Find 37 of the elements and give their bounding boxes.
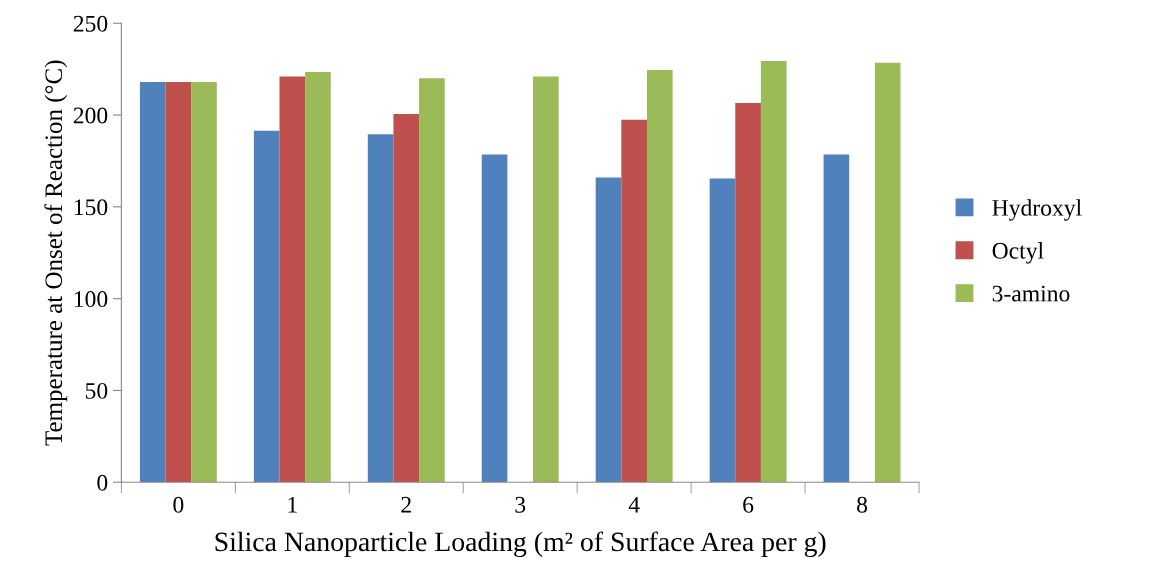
bar <box>646 70 673 483</box>
y-tick-label: 50 <box>85 382 108 399</box>
x-tick-label: 6 <box>743 496 754 513</box>
y-axis-title: Temperature at Onset of Reaction (°C) <box>44 60 68 446</box>
bar <box>165 81 192 483</box>
bar <box>253 130 280 483</box>
bar <box>481 154 508 483</box>
bar <box>279 76 306 483</box>
x-tick-label: 3 <box>515 496 526 513</box>
y-tick-label: 150 <box>74 199 108 216</box>
x-tick-label: 0 <box>173 496 184 513</box>
bar <box>367 134 394 483</box>
bar <box>139 81 166 483</box>
y-tick-label: 0 <box>97 474 108 491</box>
y-tick-label: 100 <box>74 291 108 308</box>
x-tick-label: 1 <box>288 496 297 513</box>
bar <box>735 103 761 483</box>
legend-label: Hydroxyl <box>992 199 1082 221</box>
x-tick-label: 8 <box>857 496 868 513</box>
legend-label: 3-amino <box>992 285 1070 302</box>
y-tick-label: 200 <box>73 107 108 124</box>
y-tick-label: 250 <box>73 15 108 32</box>
bar <box>533 76 559 483</box>
bar <box>393 114 420 483</box>
bar <box>709 178 736 483</box>
bar <box>760 60 787 483</box>
bar <box>419 78 445 483</box>
x-tick-label: 4 <box>628 496 640 513</box>
bar <box>621 119 647 483</box>
bar <box>823 154 850 483</box>
legend-label: Octyl <box>992 242 1044 264</box>
bar <box>191 81 217 483</box>
x-tick-label: 2 <box>401 496 411 513</box>
bar <box>595 177 622 483</box>
bar <box>305 71 331 483</box>
x-axis-title: Silica Nanoparticle Loading (m² of Surface Area per g) <box>215 531 826 557</box>
bar <box>874 62 901 483</box>
